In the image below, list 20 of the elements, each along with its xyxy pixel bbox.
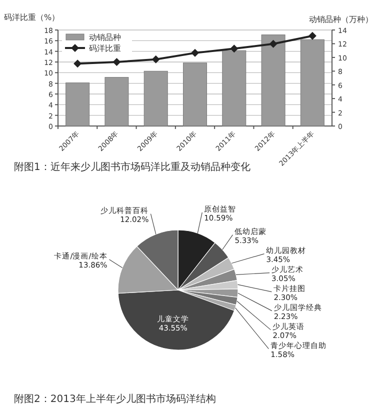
bar [144,70,168,126]
bar [222,50,246,126]
bar [183,62,207,126]
point [230,44,238,53]
point [308,32,316,40]
bar [300,39,324,126]
point [191,48,199,57]
bar [66,82,90,126]
point [152,55,160,64]
legend-label: 动销品种 [89,33,121,42]
text: 附图1：近年来少儿图书市场码洋比重及动销品种变化 [14,161,250,173]
point [74,60,82,68]
y-axis-title: 码洋比重（%） [4,13,60,22]
y2-axis-title: 动销品种（万种） [309,15,373,24]
bar [104,77,129,126]
point [269,40,278,48]
point [112,58,121,66]
bar [261,34,286,126]
legend-label: 码洋比重 [89,44,121,53]
text: 附图2：2013年上半年少儿图书市场码洋结构 [14,393,216,405]
